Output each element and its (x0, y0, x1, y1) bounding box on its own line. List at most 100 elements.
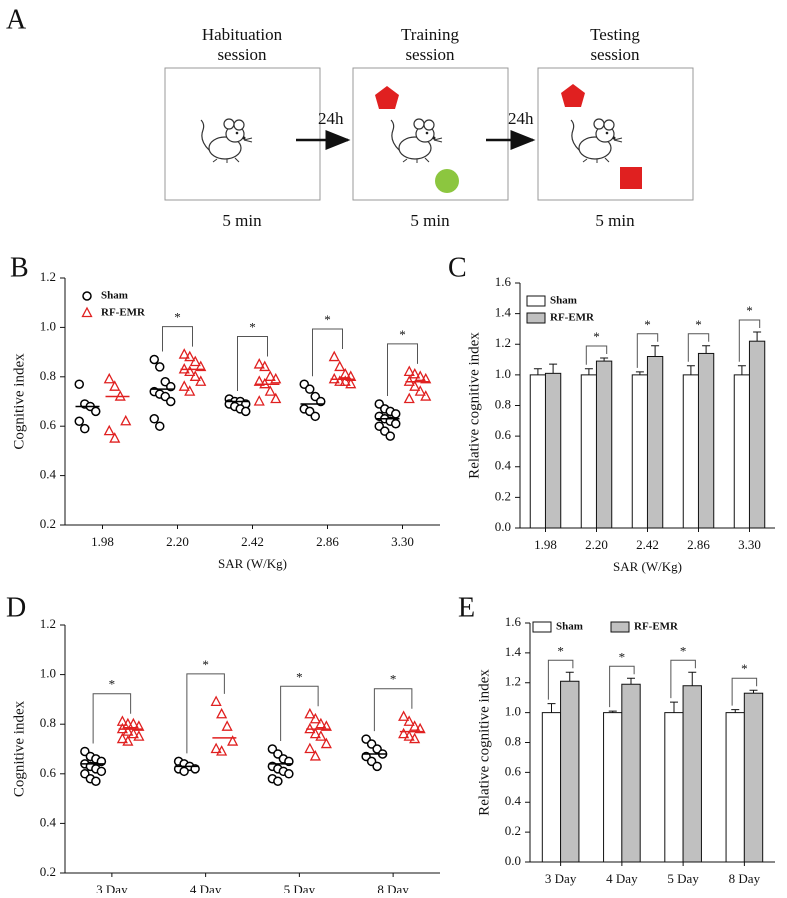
y-tick-label: 1.0 (495, 366, 511, 381)
error-bar (533, 368, 542, 375)
y-tick-label: 0.2 (495, 488, 511, 503)
session-duration: 5 min (595, 211, 635, 230)
y-tick-label: 1.0 (40, 666, 56, 681)
data-point (116, 732, 128, 744)
x-tick-label: 2.42 (241, 534, 264, 549)
significance-label: * (619, 649, 626, 664)
data-point (414, 722, 426, 734)
significance-label: * (390, 672, 397, 687)
data-point (409, 720, 421, 731)
significance-label: * (644, 317, 651, 332)
data-point (273, 776, 283, 786)
data-point (253, 395, 265, 406)
data-point (216, 745, 228, 756)
y-tick-label: 0.6 (40, 417, 57, 432)
chart: B 0.2 0.4 0.6 0.8 1.0 1.2 1.98 2.20 2.42 2.86 3.30 C… (10, 252, 440, 571)
data-point (409, 380, 421, 391)
x-tick-label: 3 Day (545, 871, 577, 886)
data-point (184, 350, 196, 362)
data-point (334, 375, 346, 386)
x-tick-label: 2.20 (585, 537, 608, 552)
data-point (414, 370, 426, 381)
legend-label: Sham (550, 295, 577, 307)
significance-bracket (585, 345, 608, 365)
significance-bracket (373, 688, 413, 732)
bar (621, 683, 641, 863)
error-bar (702, 345, 711, 354)
x-tick-label: 2.86 (687, 537, 710, 552)
significance-bracket (280, 685, 319, 741)
y-tick-label: 1.6 (505, 614, 522, 629)
data-point (103, 372, 115, 384)
significance-label: * (109, 677, 116, 692)
legend-label: Sham (556, 621, 583, 633)
data-point (398, 710, 410, 721)
data-point (210, 742, 222, 754)
y-tick-label: 0.4 (40, 814, 57, 829)
data-point (122, 725, 134, 736)
significance-label: * (174, 310, 181, 325)
data-point (385, 431, 395, 441)
data-point (320, 720, 332, 731)
data-point (109, 432, 121, 443)
significance-bracket (670, 659, 696, 699)
data-point (178, 380, 190, 391)
data-point (309, 712, 321, 724)
data-point (103, 424, 115, 436)
error-bar (549, 363, 558, 374)
data-point (149, 414, 159, 424)
error-bar (753, 331, 762, 342)
x-tick-label: 2.42 (636, 537, 659, 552)
bar (603, 712, 623, 863)
y-tick-label: 0.6 (495, 427, 512, 442)
data-point (133, 730, 145, 741)
panel-label: A (6, 4, 27, 35)
data-point (409, 367, 421, 379)
significance-label: * (296, 669, 303, 684)
error-bar (731, 709, 740, 713)
session-duration: 5 min (222, 211, 262, 230)
data-point (403, 715, 415, 726)
significance-bracket (186, 673, 225, 754)
session-title: Testing session (590, 25, 640, 64)
significance-bracket (636, 333, 659, 368)
data-point (328, 350, 340, 362)
y-axis-label: Relative cognitive index (466, 332, 482, 479)
data-point (414, 385, 426, 396)
data-point (315, 717, 327, 729)
x-tick-label: 4 Day (606, 871, 638, 886)
error-bar (635, 371, 644, 375)
y-tick-label: 0.8 (495, 396, 511, 411)
y-tick-label: 0.4 (495, 458, 512, 473)
arena (352, 67, 509, 201)
y-tick-label: 0.2 (40, 516, 56, 531)
y-tick-label: 1.0 (40, 318, 56, 333)
significance-bracket (738, 319, 761, 362)
data-point (133, 720, 145, 731)
significance-label: * (695, 317, 702, 332)
data-point (195, 375, 207, 386)
chart: C 0.0 0.2 0.4 0.6 0.8 1.0 1.2 1.4 1.6 1.98 2.20 2.42… (448, 252, 775, 574)
panel-label: D (6, 592, 26, 623)
significance-label: * (324, 312, 331, 327)
y-tick-label: 0.6 (505, 763, 522, 778)
data-point (179, 766, 189, 777)
panel-label: C (448, 252, 467, 283)
panel-label: E (458, 592, 475, 623)
bar (664, 712, 684, 863)
y-tick-label: 1.0 (505, 704, 521, 719)
data-point (74, 379, 84, 389)
interval-label: 24h (508, 109, 534, 128)
bar (631, 374, 649, 529)
data-point (334, 360, 346, 372)
data-point (320, 737, 332, 749)
data-point (155, 362, 165, 372)
data-point (264, 385, 276, 396)
error-bar (600, 357, 609, 362)
x-tick-label: 5 Day (284, 882, 316, 893)
object-square (620, 167, 642, 189)
significance-label: * (399, 327, 406, 342)
y-tick-label: 0.2 (505, 823, 521, 838)
